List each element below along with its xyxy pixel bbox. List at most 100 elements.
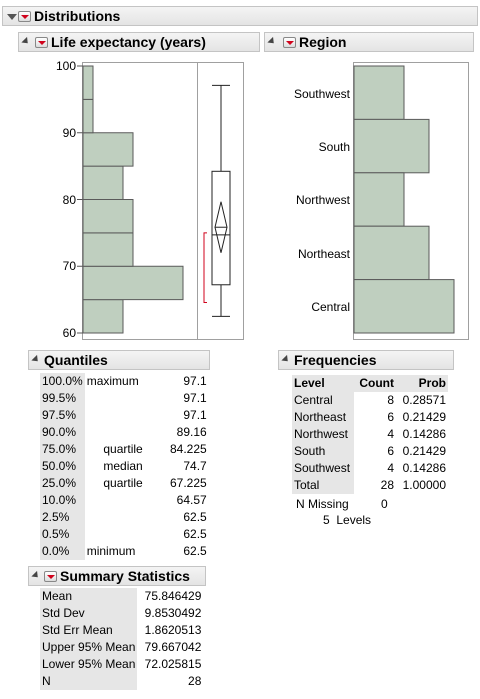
n-missing-label: N Missing xyxy=(296,497,349,511)
quantile-label: maximum xyxy=(86,374,139,388)
table-row: 0.5% 62.5 xyxy=(40,526,209,543)
boxplot-box xyxy=(211,170,231,286)
summary-statistics-header: Summary Statistics xyxy=(28,566,206,586)
red-triangle-menu-icon[interactable] xyxy=(283,37,296,48)
quantiles-table: 100.0% maximum 97.1 99.5% 97.1 97.5% 97.1 90… xyxy=(40,373,209,560)
quantile-label: median xyxy=(103,459,143,473)
region-category-label: Northeast xyxy=(297,247,350,261)
table-row: Northwest 4 0.14286 xyxy=(292,426,448,443)
y-tick-label: 80 xyxy=(62,193,76,207)
table-row: 50.0% median 74.7 xyxy=(40,458,209,475)
quantile-percent: 10.0% xyxy=(40,492,85,509)
level-cell: Central xyxy=(292,392,354,409)
level-cell: Southwest xyxy=(292,460,354,477)
quantiles-header: Quantiles xyxy=(28,350,210,370)
stat-value: 28 xyxy=(188,674,202,688)
red-triangle-menu-icon[interactable] xyxy=(35,37,48,48)
quantile-percent: 75.0% xyxy=(40,441,85,458)
table-row: 99.5% 97.1 xyxy=(40,390,209,407)
histogram-bar xyxy=(82,265,184,301)
summary-statistics-table: Mean 75.846429 Std Dev 9.8530492 Std Err M… xyxy=(40,588,203,690)
quantile-value: 84.225 xyxy=(170,442,207,456)
table-row: Central 8 0.28571 xyxy=(292,392,448,409)
stat-value: 79.667042 xyxy=(144,640,202,654)
histogram-bar xyxy=(82,232,134,267)
stat-value: 75.846429 xyxy=(144,589,202,603)
region-category-label: Northwest xyxy=(295,193,350,207)
quantile-value: 97.1 xyxy=(183,391,207,405)
prob-cell: 0.21429 xyxy=(402,444,446,458)
collapse-icon[interactable] xyxy=(31,354,41,365)
table-row: 25.0% quartile 67.225 xyxy=(40,475,209,492)
y-tick-label: 60 xyxy=(62,326,76,340)
frequencies-header: Frequencies xyxy=(278,350,454,370)
region-category-label: South xyxy=(318,140,350,154)
table-header-row: Level Count Prob xyxy=(292,375,448,392)
shortest-half-bracket xyxy=(203,232,207,303)
life-expectancy-chart[interactable] xyxy=(0,0,260,345)
table-row: 100.0% maximum 97.1 xyxy=(40,373,209,390)
table-row: Std Err Mean 1.8620513 xyxy=(40,622,203,639)
stat-label: Upper 95% Mean xyxy=(40,639,138,656)
quantile-value: 64.57 xyxy=(176,493,207,507)
column-header-level[interactable]: Level xyxy=(292,375,354,392)
level-cell: Total xyxy=(292,477,354,494)
quantile-percent: 2.5% xyxy=(40,509,85,526)
quantile-value: 62.5 xyxy=(183,510,207,524)
count-cell: 4 xyxy=(387,427,394,441)
table-row: 0.0% minimum 62.5 xyxy=(40,543,209,560)
quantile-value: 97.1 xyxy=(183,408,207,422)
region-category-label: Central xyxy=(311,300,350,314)
quantile-percent: 99.5% xyxy=(40,390,85,407)
frequencies-table: Level Count Prob Central 8 0.28571 Northea… xyxy=(292,375,448,494)
quantile-value: 62.5 xyxy=(183,544,207,558)
table-row: 2.5% 62.5 xyxy=(40,509,209,526)
y-tick-label: 100 xyxy=(55,59,76,73)
quantile-value: 62.5 xyxy=(183,527,207,541)
column-header-prob[interactable]: Prob xyxy=(396,375,448,392)
level-cell: South xyxy=(292,443,354,460)
stat-value: 9.8530492 xyxy=(144,606,202,620)
stat-label: Std Dev xyxy=(40,605,138,622)
quantiles-title: Quantiles xyxy=(44,352,108,368)
quantile-label: quartile xyxy=(103,442,143,456)
table-row: Lower 95% Mean 72.025815 xyxy=(40,656,203,673)
table-row: Mean 75.846429 xyxy=(40,588,203,605)
quantile-percent: 50.0% xyxy=(40,458,85,475)
summary-statistics-title: Summary Statistics xyxy=(60,568,190,584)
quantile-label: minimum xyxy=(86,544,136,558)
life-expectancy-title: Life expectancy (years) xyxy=(51,34,206,50)
prob-cell: 0.14286 xyxy=(402,461,446,475)
collapse-icon[interactable] xyxy=(7,14,17,20)
collapse-icon[interactable] xyxy=(281,354,291,365)
region-chart[interactable] xyxy=(0,0,480,345)
quantile-label xyxy=(85,509,145,526)
quantile-value: 97.1 xyxy=(183,374,207,388)
count-cell: 6 xyxy=(387,410,394,424)
table-row: Northeast 6 0.21429 xyxy=(292,409,448,426)
red-triangle-menu-icon[interactable] xyxy=(18,11,31,22)
y-tick-label: 90 xyxy=(62,126,76,140)
level-cell: Northwest xyxy=(292,426,354,443)
count-cell: 4 xyxy=(387,461,394,475)
histogram-bar xyxy=(82,65,94,100)
red-triangle-menu-icon[interactable] xyxy=(44,571,57,582)
region-bar xyxy=(353,172,405,227)
region-header: Region xyxy=(264,32,474,52)
column-header-count[interactable]: Count xyxy=(354,375,396,392)
quantile-label xyxy=(85,424,145,441)
table-row: 97.5% 97.1 xyxy=(40,407,209,424)
histogram-bar xyxy=(82,165,124,200)
count-cell: 6 xyxy=(387,444,394,458)
histogram-bar xyxy=(82,199,134,234)
quantile-label xyxy=(85,492,145,509)
collapse-icon[interactable] xyxy=(31,570,41,581)
stat-value: 1.8620513 xyxy=(144,623,202,637)
distributions-title: Distributions xyxy=(34,8,121,24)
region-bar xyxy=(353,118,430,174)
levels-count: 5 Levels xyxy=(323,513,372,527)
quantile-percent: 100.0% xyxy=(40,373,85,390)
prob-cell: 1.00000 xyxy=(402,478,446,492)
prob-cell: 0.14286 xyxy=(402,427,446,441)
quantile-value: 74.7 xyxy=(183,459,207,473)
